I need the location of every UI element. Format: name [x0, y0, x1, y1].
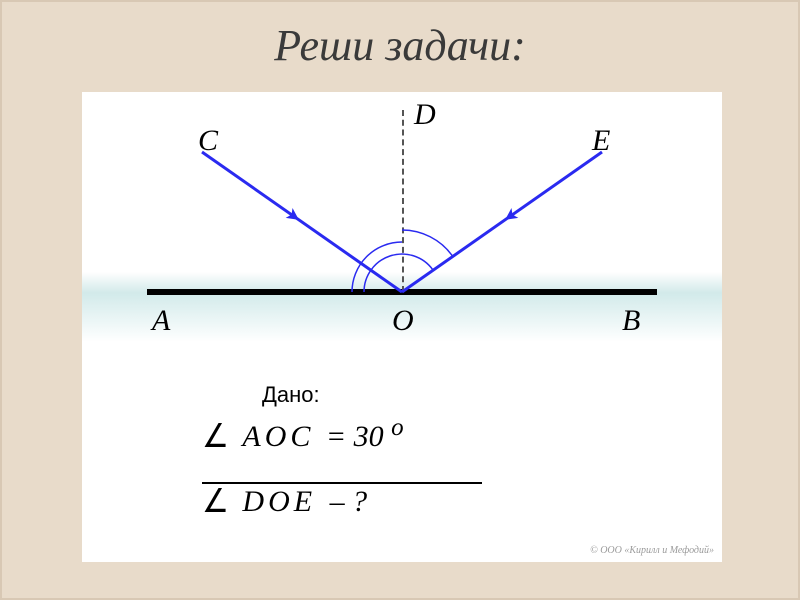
- slide: Реши задачи: A B O C D E Д: [0, 0, 800, 600]
- degree-symbol: o: [391, 414, 404, 441]
- label-E: E: [592, 124, 610, 158]
- copyright-text: © ООО «Кирилл и Мефодий»: [590, 545, 714, 556]
- label-B: B: [622, 304, 640, 338]
- given-line-1: ∠ AOC = 30 o: [202, 414, 522, 454]
- angle-aoc-value: = 30: [326, 420, 384, 453]
- question-mark: – ?: [330, 485, 368, 518]
- given-word: Дано:: [262, 382, 522, 408]
- label-C: C: [198, 124, 218, 158]
- angle-symbol-icon: ∠: [202, 417, 229, 456]
- content-panel: A B O C D E Дано: ∠ AOC = 30 o ∠ DOE – ?…: [82, 92, 722, 562]
- label-D: D: [414, 98, 436, 132]
- reflected-ray: [402, 152, 602, 292]
- label-A: A: [152, 304, 170, 338]
- given-line-2: ∠ DOE – ?: [202, 484, 522, 519]
- angle-symbol-icon: ∠: [202, 482, 229, 521]
- fraction-line: [202, 482, 482, 484]
- angle-doe: DOE: [242, 485, 316, 518]
- angle-aoc: AOC: [242, 420, 314, 453]
- reflected-ray-arrow-seg: [510, 215, 512, 216]
- incident-ray-arrow-seg: [292, 215, 294, 216]
- given-block: Дано: ∠ AOC = 30 o ∠ DOE – ?: [202, 382, 522, 519]
- slide-title: Реши задачи:: [2, 20, 798, 71]
- incident-ray: [202, 152, 402, 292]
- label-O: O: [392, 304, 414, 338]
